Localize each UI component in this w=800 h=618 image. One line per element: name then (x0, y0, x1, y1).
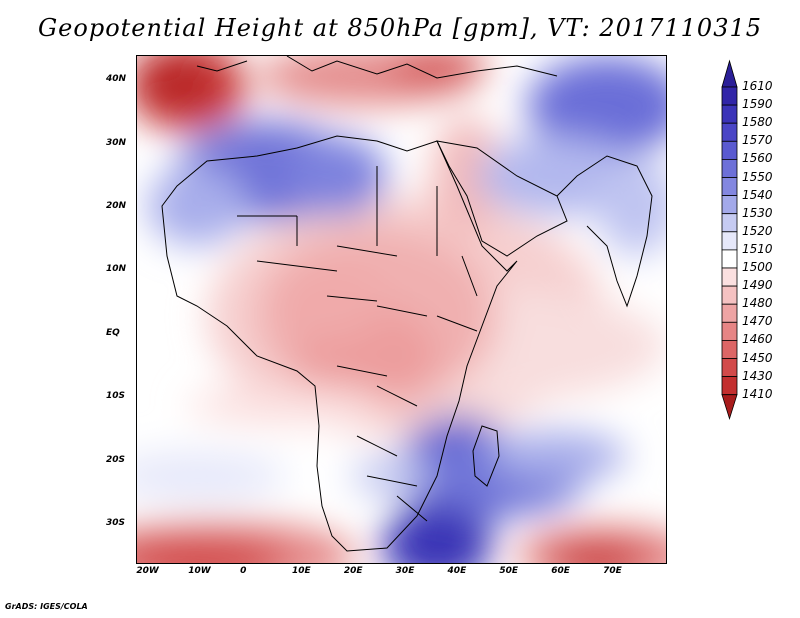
colorbar-swatch (721, 231, 738, 251)
colorbar-swatch (721, 122, 738, 142)
colorbar-swatch (721, 339, 738, 359)
lat-tick-label: EQ (106, 327, 120, 338)
lon-tick-label: 30E (395, 566, 415, 576)
colorbar-level-label: 1510 (742, 241, 773, 256)
coastlines (161, 56, 653, 552)
lon-tick-label: 20W (136, 566, 159, 576)
colorbar-level-label: 1560 (742, 151, 773, 166)
lat-tick-label: 20S (106, 454, 126, 465)
lon-tick-label: 50E (499, 566, 519, 576)
lon-tick-label: 20E (343, 566, 363, 576)
colorbar-level-label: 1540 (742, 187, 773, 202)
colorbar-level-label: 1460 (742, 332, 773, 347)
map-canvas (137, 56, 666, 563)
height-field (137, 56, 666, 563)
colorbar-swatch (721, 195, 738, 215)
colorbar-swatch (721, 59, 738, 88)
lon-tick-label: 70E (603, 566, 622, 576)
colorbar-swatch (721, 285, 738, 305)
colorbar-level-label: 1590 (742, 97, 773, 112)
lat-tick-label: 40N (106, 74, 127, 85)
colorbar-swatch (721, 267, 738, 287)
colorbar-swatch (721, 249, 738, 269)
colorbar-level-label: 1580 (742, 115, 773, 130)
credit-text: GrADS: IGES/COLA (5, 602, 88, 611)
colorbar-swatch (721, 104, 738, 124)
colorbar-level-label: 1470 (742, 314, 773, 329)
colorbar-swatch (721, 213, 738, 233)
lat-tick-label: 10N (106, 264, 127, 275)
colorbar-swatch (721, 158, 738, 178)
colorbar-swatch (721, 394, 738, 421)
lat-tick-label: 30N (106, 137, 127, 148)
lon-tick-label: 40E (447, 566, 467, 576)
colorbar-level-label: 1450 (742, 350, 773, 365)
lon-tick-label: 10W (188, 566, 211, 576)
lon-tick-label: 60E (551, 566, 570, 576)
colorbar-swatch (721, 321, 738, 341)
colorbar-swatch (721, 140, 738, 160)
lat-tick-label: 30S (106, 517, 126, 528)
colorbar-level-label: 1480 (742, 296, 773, 311)
colorbar-level-label: 1520 (742, 223, 773, 238)
colorbar-level-label: 1550 (742, 169, 773, 184)
colorbar-level-label: 1430 (742, 368, 773, 383)
colorbar-level-label: 1410 (742, 386, 773, 401)
colorbar-swatch (721, 86, 738, 106)
colorbar-level-label: 1530 (742, 205, 773, 220)
lon-tick-label: 0 (240, 566, 247, 576)
lat-tick-label: 10S (106, 391, 126, 402)
colorbar-level-label: 1610 (742, 79, 773, 93)
colorbar-swatch (721, 376, 738, 396)
colorbar-level-label: 1490 (742, 278, 773, 293)
colorbar-swatch (721, 303, 738, 323)
colorbar-swatch (721, 177, 738, 197)
colorbar-level-label: 1500 (742, 260, 773, 274)
colorbar-level-label: 1570 (742, 133, 773, 148)
colorbar-swatch (721, 358, 738, 378)
map-panel (136, 55, 667, 564)
lat-tick-label: 20N (106, 201, 127, 212)
lon-tick-label: 10E (291, 566, 311, 576)
chart-title: Geopotential Height at 850hPa [gpm], VT:… (38, 14, 762, 42)
